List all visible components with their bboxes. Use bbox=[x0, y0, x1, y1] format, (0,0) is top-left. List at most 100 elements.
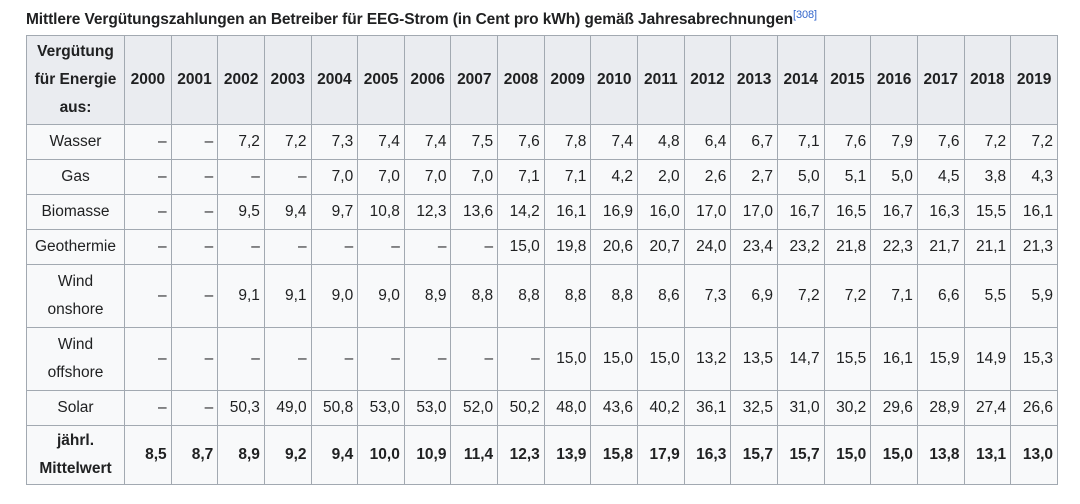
table-cell: 8,9 bbox=[217, 425, 265, 485]
table-cell: 15,3 bbox=[1010, 327, 1058, 391]
table-cell: 7,0 bbox=[450, 159, 499, 195]
table-cell: 12,3 bbox=[497, 425, 545, 485]
table-cell: 7,1 bbox=[776, 124, 825, 160]
mean-row: jährl. Mittelwert 8,5 8,7 8,9 9,2 9,4 10,0 10,9 1… bbox=[26, 425, 1058, 485]
table-cell: 53,0 bbox=[357, 390, 405, 426]
table-row: Biomasse – –9,5 9,4 9,7 10,8 12,3 13,6 14,2 16,1 1… bbox=[26, 194, 1058, 230]
table-cell: 48,0 bbox=[543, 390, 592, 426]
table-row: Wasser – –7,2 7,2 7,3 7,4 7,4 7,5 7,6 7,8 7,4 4,8 6,… bbox=[26, 124, 1058, 160]
table-cell: 17,0 bbox=[683, 194, 732, 230]
table-cell: 53,0 bbox=[403, 390, 452, 426]
reference-link[interactable]: [308] bbox=[793, 8, 817, 21]
table-cell: 12,3 bbox=[403, 194, 452, 230]
table-cell: 9,1 bbox=[263, 264, 312, 328]
table-cell: 15,0 bbox=[543, 327, 592, 391]
table-cell: – bbox=[170, 327, 219, 391]
table-cell: 15,5 bbox=[963, 194, 1012, 230]
table-cell: – bbox=[124, 390, 172, 426]
table-cell: 8,6 bbox=[637, 264, 685, 328]
header-row: Vergütung für Energie aus: 2000 2001 2002 2003… bbox=[26, 35, 1058, 125]
table-cell: – bbox=[124, 124, 172, 160]
table-cell: 13,0 bbox=[1010, 425, 1058, 485]
table-cell: 4,2 bbox=[590, 159, 639, 195]
table-cell: 15,0 bbox=[870, 425, 918, 485]
table-cell: 8,8 bbox=[450, 264, 499, 328]
row-label: Geothermie bbox=[26, 229, 125, 265]
table-cell: 8,8 bbox=[497, 264, 545, 328]
table-cell: 7,3 bbox=[310, 124, 359, 160]
table-cell: 23,2 bbox=[776, 229, 825, 265]
table-cell: 15,0 bbox=[823, 425, 872, 485]
table-cell: 4,8 bbox=[637, 124, 685, 160]
table-cell: 2,7 bbox=[730, 159, 778, 195]
table-cell: 22,3 bbox=[870, 229, 918, 265]
table-cell: 7,2 bbox=[823, 264, 872, 328]
year-header: 2002 bbox=[217, 35, 265, 125]
table-cell: 16,7 bbox=[870, 194, 918, 230]
table-cell: 16,0 bbox=[637, 194, 685, 230]
year-header: 2006 bbox=[403, 35, 452, 125]
table-cell: 10,0 bbox=[357, 425, 405, 485]
table-cell: – bbox=[357, 327, 405, 391]
table-cell: – bbox=[170, 124, 219, 160]
table-cell: 6,6 bbox=[916, 264, 965, 328]
table-cell: 30,2 bbox=[823, 390, 872, 426]
table-cell: 50,8 bbox=[310, 390, 359, 426]
table-cell: 2,0 bbox=[637, 159, 685, 195]
table-cell: 10,9 bbox=[403, 425, 452, 485]
table-cell: – bbox=[263, 327, 312, 391]
table-cell: 23,4 bbox=[730, 229, 778, 265]
table-cell: 5,0 bbox=[870, 159, 918, 195]
table-cell: 14,2 bbox=[497, 194, 545, 230]
table-cell: 11,4 bbox=[450, 425, 499, 485]
table-cell: – bbox=[124, 327, 172, 391]
content-area: Mittlere Vergütungszahlungen an Betreibe… bbox=[26, 6, 1060, 485]
year-header: 2001 bbox=[170, 35, 219, 125]
header-row-label: Vergütung für Energie aus: bbox=[26, 35, 125, 125]
table-cell: 6,4 bbox=[683, 124, 732, 160]
table-cell: 50,3 bbox=[217, 390, 265, 426]
table-cell: 7,4 bbox=[357, 124, 405, 160]
table-cell: 13,1 bbox=[963, 425, 1012, 485]
year-header: 2018 bbox=[963, 35, 1012, 125]
table-cell: 27,4 bbox=[963, 390, 1012, 426]
table-cell: 21,7 bbox=[916, 229, 965, 265]
year-header: 2015 bbox=[823, 35, 872, 125]
year-header: 2012 bbox=[683, 35, 732, 125]
row-label: jährl. Mittelwert bbox=[26, 425, 125, 485]
table-cell: 7,8 bbox=[543, 124, 592, 160]
table-cell: – bbox=[170, 194, 219, 230]
table-cell: – bbox=[170, 229, 219, 265]
table-cell: 9,0 bbox=[310, 264, 359, 328]
year-header: 2014 bbox=[776, 35, 825, 125]
table-cell: 28,9 bbox=[916, 390, 965, 426]
table-cell: 3,8 bbox=[963, 159, 1012, 195]
table-cell: 16,3 bbox=[916, 194, 965, 230]
year-header: 2013 bbox=[730, 35, 778, 125]
table-cell: 10,8 bbox=[357, 194, 405, 230]
year-header: 2017 bbox=[916, 35, 965, 125]
table-cell: 24,0 bbox=[683, 229, 732, 265]
table-cell: 7,2 bbox=[217, 124, 265, 160]
row-label-line: Wind bbox=[57, 273, 94, 290]
table-cell: – bbox=[310, 327, 359, 391]
table-cell: – bbox=[217, 159, 265, 195]
table-cell: 4,3 bbox=[1010, 159, 1058, 195]
table-cell: 13,6 bbox=[450, 194, 499, 230]
table-cell: 52,0 bbox=[450, 390, 499, 426]
table-cell: 9,7 bbox=[310, 194, 359, 230]
row-label-line: Gas bbox=[61, 168, 90, 185]
table-cell: – bbox=[263, 159, 312, 195]
year-header: 2000 bbox=[124, 35, 172, 125]
table-cell: 7,0 bbox=[357, 159, 405, 195]
table-cell: 4,5 bbox=[916, 159, 965, 195]
table-cell: 9,2 bbox=[263, 425, 312, 485]
row-label-line: Wasser bbox=[49, 133, 102, 150]
table-cell: – bbox=[497, 327, 545, 391]
row-label-line: offshore bbox=[47, 364, 104, 381]
table-cell: – bbox=[403, 327, 452, 391]
table-cell: 5,5 bbox=[963, 264, 1012, 328]
table-row: Wind offshore – – – – – – – – –15,0 15,0 15,0 13,2 13,… bbox=[26, 327, 1058, 391]
table-row: Geothermie – – – – – – – –15,0 19,8 20,6 20,7 24,0 23… bbox=[26, 229, 1058, 265]
table-cell: 13,2 bbox=[683, 327, 732, 391]
